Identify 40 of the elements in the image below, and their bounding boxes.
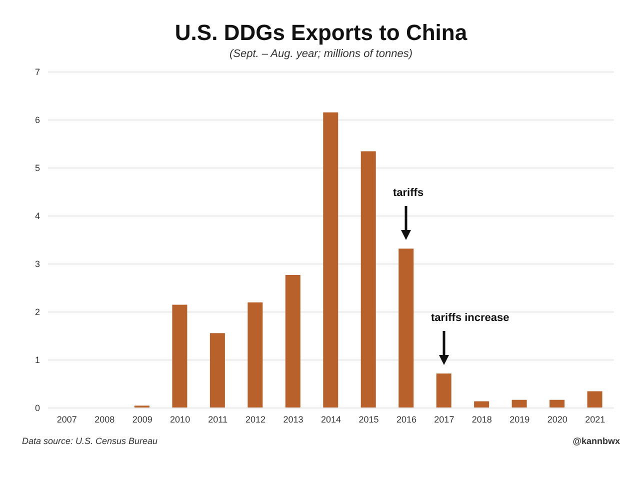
x-tick-label: 2012: [246, 414, 266, 424]
bar: [436, 373, 452, 408]
y-tick-label: 5: [34, 163, 40, 174]
bar: [248, 302, 263, 408]
bar: [172, 304, 188, 408]
x-tick-label: 2018: [472, 414, 492, 424]
chart-title: U.S. DDGs Exports to China: [174, 19, 468, 46]
y-tick-label: 4: [34, 211, 40, 222]
bar: [512, 400, 527, 408]
chart-subtitle: (Sept. – Aug. year; millions of tonnes): [228, 48, 414, 60]
x-tick-label: 2009: [132, 414, 152, 424]
annotation: tariffs increase: [431, 312, 510, 324]
x-tick-label: 2017: [434, 414, 454, 424]
bar: [398, 248, 414, 408]
y-tick-label: 3: [34, 259, 40, 270]
x-tick-label: 2013: [283, 414, 304, 424]
x-tick-label: 2008: [94, 414, 115, 424]
y-tick-label: 7: [34, 67, 40, 78]
x-tick-label: 2020: [547, 414, 568, 424]
x-tick-label: 2007: [56, 414, 77, 424]
annotation: tariffs: [393, 187, 424, 199]
x-tick-label: 2011: [208, 414, 228, 424]
x-tick-label: 2015: [358, 414, 379, 424]
x-tick-label: 2010: [170, 414, 190, 424]
bar: [360, 151, 376, 408]
y-tick-label: 0: [34, 403, 40, 414]
y-tick-label: 2: [34, 307, 40, 318]
x-tick-label: 2016: [396, 414, 416, 424]
bar: [550, 400, 565, 408]
bar: [587, 391, 602, 408]
x-tick-label: 2019: [510, 414, 530, 424]
bar: [285, 275, 300, 408]
x-tick-label: 2021: [585, 414, 606, 424]
y-tick-label: 1: [34, 355, 40, 366]
bar: [323, 112, 338, 408]
bar: [210, 333, 225, 408]
y-tick-label: 6: [34, 115, 40, 126]
source-note: Data source: U.S. Census Bureau: [22, 436, 158, 446]
text: @kannbwx: [572, 436, 620, 446]
x-tick-label: 2014: [320, 414, 342, 424]
